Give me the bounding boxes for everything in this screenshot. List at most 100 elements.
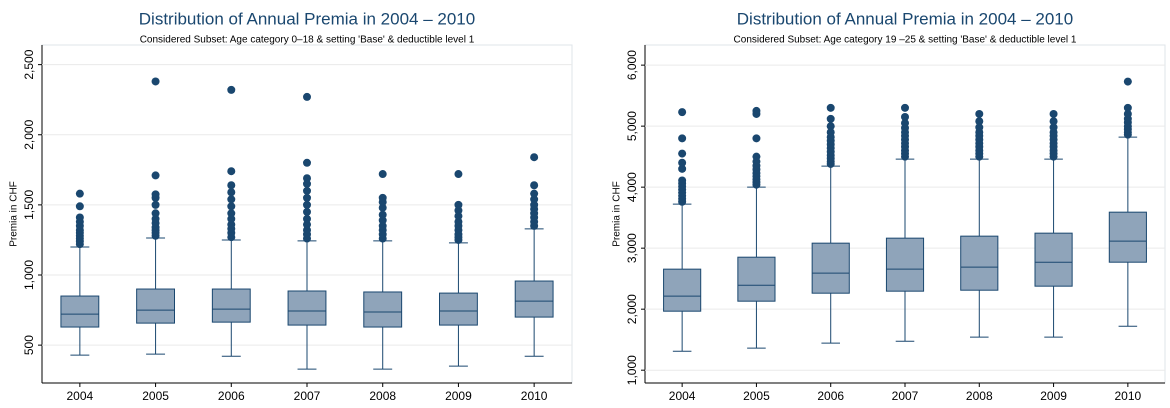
outlier [378,203,387,212]
x-tick-label: 2004 [669,389,696,403]
outlier [378,221,387,230]
outlier [1123,103,1132,112]
box [287,290,327,326]
outlier [227,202,236,211]
x-tick-label: 2004 [67,389,94,403]
y-tick-label: 6,000 [625,50,639,80]
outlier [151,190,160,199]
y-tick-label: 500 [22,335,36,355]
outlier [303,92,311,101]
outlier [1049,109,1058,118]
box [514,280,554,318]
outlier [752,152,761,161]
box [60,295,100,328]
outlier [303,200,311,209]
y-axis-label: Premia in CHF [612,181,623,247]
x-tick-label: 2009 [445,389,472,403]
y-tick-label: 1,000 [625,355,639,385]
box [885,237,925,292]
y-tick-label: 4,000 [625,172,639,202]
box [439,292,478,326]
outlier [530,200,539,209]
outlier [901,119,909,128]
outlier [1123,109,1132,118]
chart-title: Distribution of Annual Premia in 2004 – … [139,9,475,28]
box [211,288,251,323]
outlier [454,170,463,179]
y-tick-label: 1,000 [22,260,36,290]
outlier [752,134,761,143]
outlier [378,170,387,179]
outlier [303,214,311,223]
outlier [530,181,539,190]
outlier [227,220,236,229]
outlier [678,158,687,167]
outlier [303,158,311,167]
outlier [378,193,387,202]
outlier [227,181,236,190]
box [363,291,403,328]
outlier [1049,117,1058,126]
x-tick-label: 2010 [521,389,548,403]
outlier [75,213,84,222]
outlier [901,103,909,112]
outlier [454,212,463,221]
y-tick-label: 5,000 [625,111,639,141]
outlier [678,176,687,185]
y-axis-label: Premia in CHF [9,181,20,247]
outlier [1049,123,1058,132]
outlier [826,103,835,112]
outlier [151,77,160,86]
chart-subtitle: Considered Subset: Age category 0–18 & s… [140,35,475,46]
y-tick-label: 2,500 [22,49,36,79]
x-tick-label: 2007 [294,389,321,403]
outlier [975,123,984,132]
x-tick-label: 2009 [1040,389,1067,403]
outlier [530,153,539,162]
outlier [975,117,984,126]
x-tick-label: 2010 [1115,389,1142,403]
outlier [752,106,761,115]
chart-title: Distribution of Annual Premia in 2004 – … [737,9,1073,28]
chart: Distribution of Annual Premia in 2004 – … [9,9,573,403]
outlier [678,108,687,117]
outlier [530,189,539,198]
outlier [678,149,687,158]
outlier [1123,77,1132,86]
box [663,268,702,312]
outlier [303,226,311,235]
outlier [678,164,687,173]
outlier [151,209,160,218]
outlier [303,193,311,202]
y-tick-label: 2,000 [22,119,36,149]
y-tick-label: 1,500 [22,190,36,220]
outlier [227,195,236,204]
outlier [303,174,311,183]
outlier [454,217,463,226]
outlier [227,188,236,197]
x-tick-label: 2008 [369,389,396,403]
x-tick-label: 2006 [817,389,844,403]
outlier [227,214,236,223]
box [737,256,776,302]
outlier [454,206,463,215]
outlier [826,122,835,131]
y-tick-label: 2,000 [625,294,639,324]
outlier [303,179,311,188]
outlier [303,186,311,195]
outlier [303,220,311,229]
outlier [151,200,160,209]
box [1108,211,1147,263]
x-tick-label: 2006 [218,389,245,403]
outlier [378,216,387,225]
outlier [678,134,687,143]
box [960,235,999,291]
outlier [826,114,835,123]
x-tick-label: 2005 [743,389,770,403]
outlier [975,109,984,118]
outlier [530,195,539,204]
outlier [227,209,236,218]
chart: Distribution of Annual Premia in 2004 – … [612,9,1166,403]
